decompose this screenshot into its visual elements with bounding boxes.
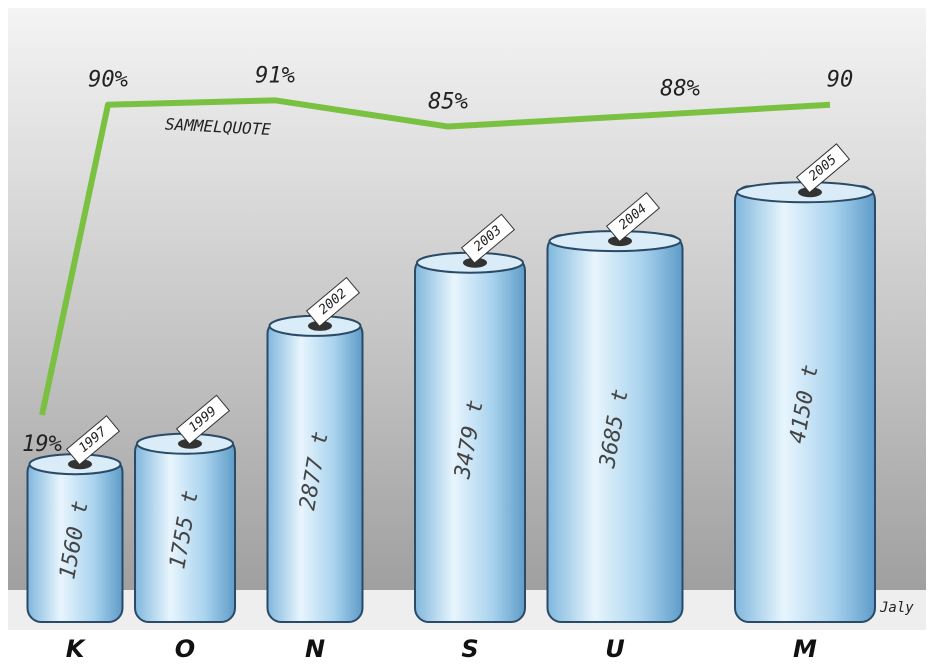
quota-label: 90 [827, 68, 854, 93]
category-label: M [793, 635, 817, 663]
category-label: K [66, 635, 87, 663]
quota-label: 91% [255, 63, 295, 88]
chart: 1560 t19971755 t19992877 t20023479 t2003… [0, 0, 935, 664]
category-label: S [461, 635, 478, 663]
quota-label: 90% [88, 68, 128, 93]
category-label: U [605, 635, 625, 663]
category-label: O [175, 635, 195, 663]
quota-label: 19% [22, 432, 62, 457]
category-label: N [305, 635, 325, 663]
signature: Jaly [879, 600, 914, 616]
quota-label: 88% [660, 76, 700, 101]
page: 1560 t19971755 t19992877 t20023479 t2003… [0, 0, 935, 664]
quota-label: 85% [428, 90, 468, 115]
